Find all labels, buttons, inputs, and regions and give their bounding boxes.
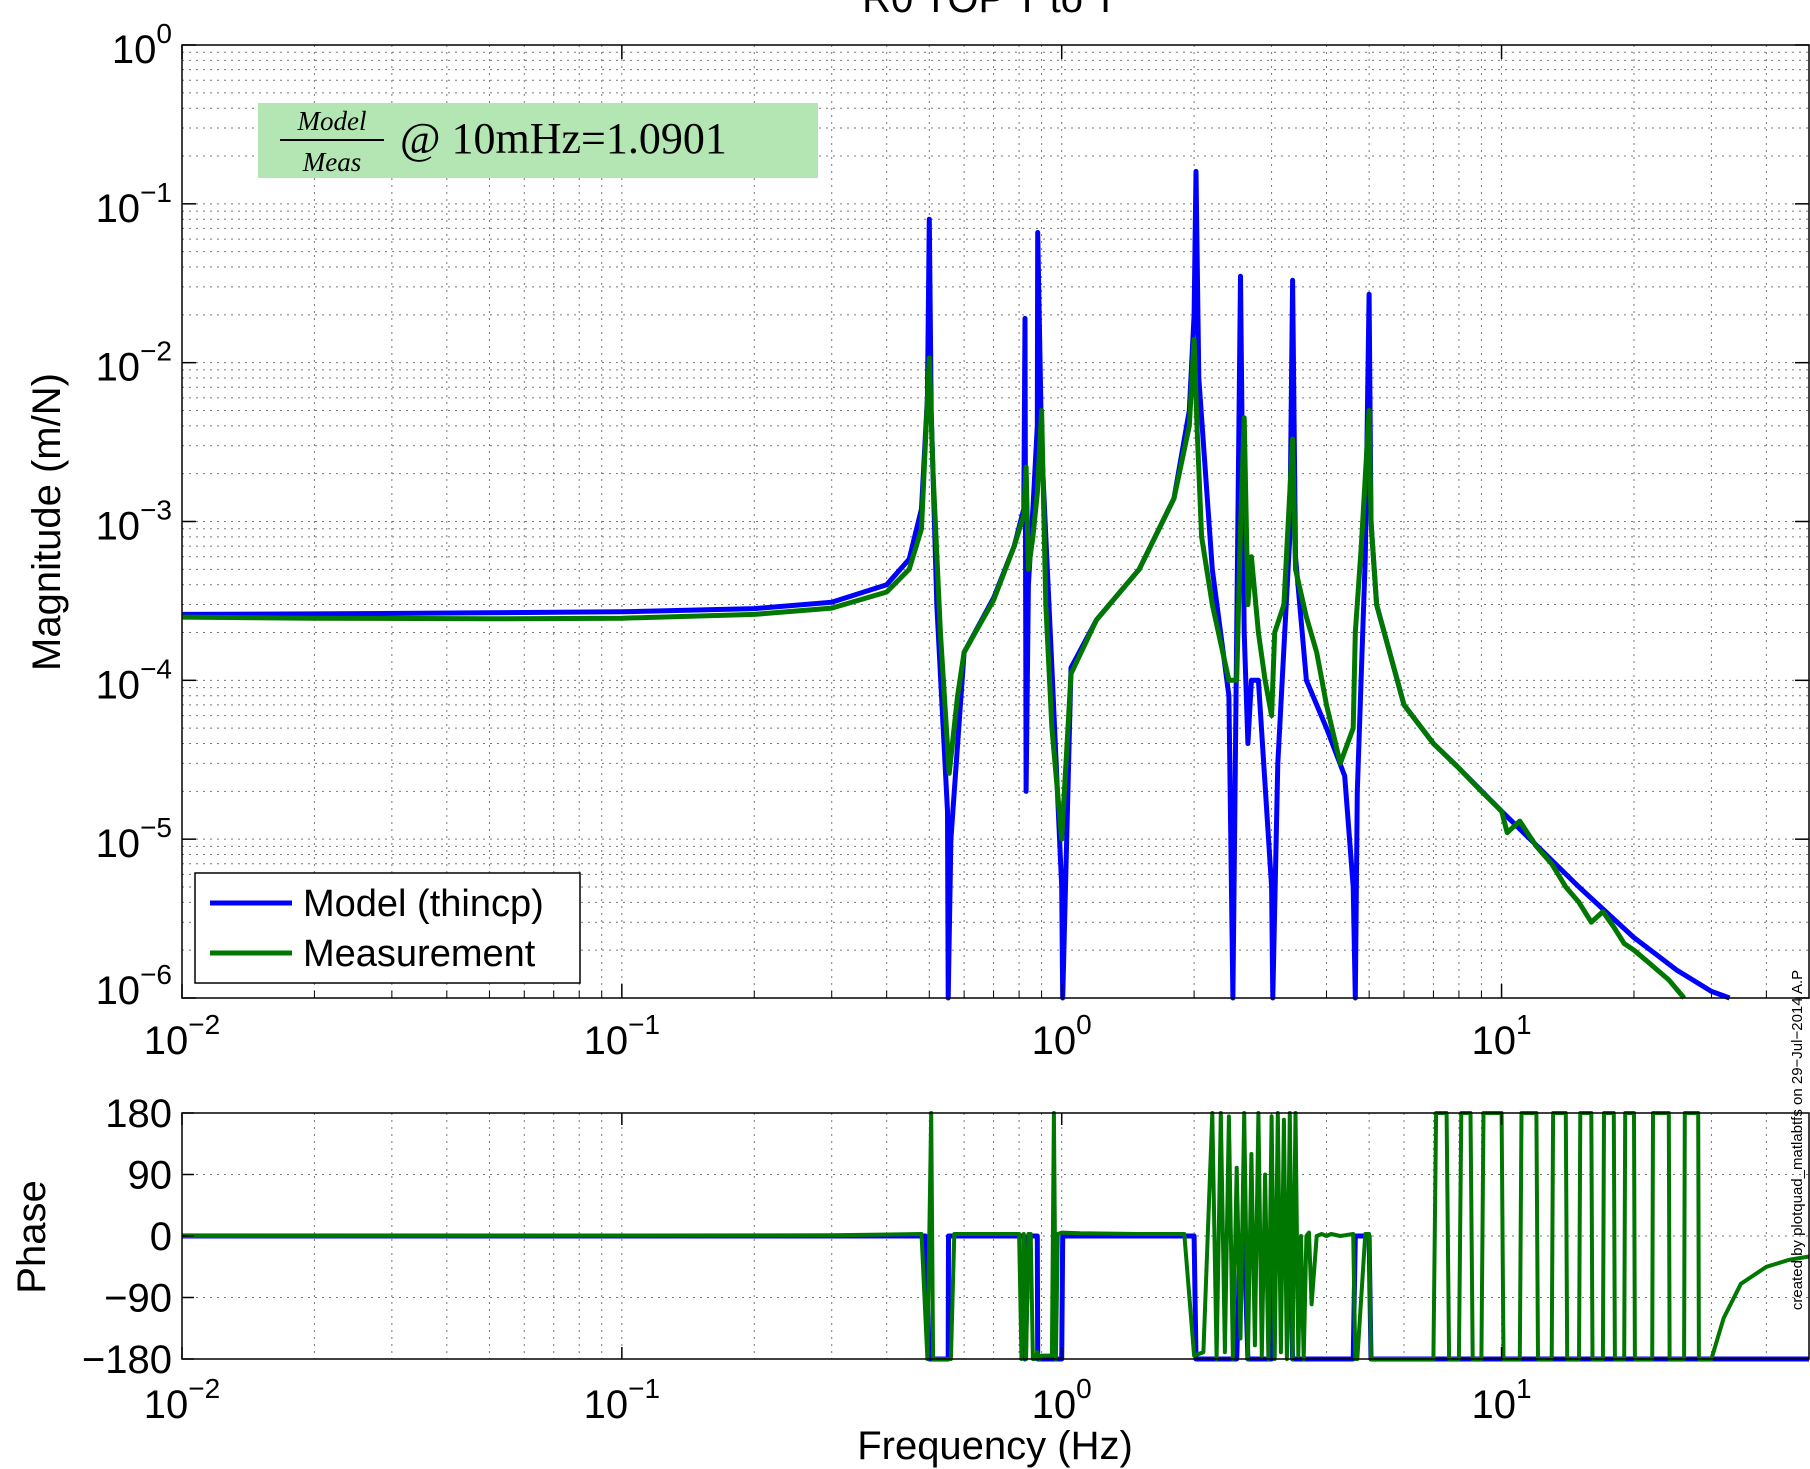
magnitude-y-tick-labels: 100 10−1 10−2 10−3 10−4 10−5 10−6 [96,18,172,1013]
y-tick-label: 10−4 [96,653,172,707]
magnitude-x-tick-labels: 10−2 10−1 100 101 [144,1009,1532,1063]
magnitude-ticks [181,44,1810,999]
credit-text: created by plotquad_matlabtfs on 29−Jul−… [1789,970,1806,1310]
magnitude-title: R0 TOP T to T [862,0,1118,21]
ratio-annotation: Model Meas @ 10mHz=1.0901 [258,103,818,178]
x-tick-label: 101 [1472,1009,1532,1063]
y-tick-label: 10−2 [96,336,172,390]
y-tick-label: 90 [128,1154,173,1198]
y-tick-label: 10−6 [96,959,172,1013]
magnitude-lines [181,168,1731,1001]
magnitude-panel: 10−2 10−1 100 101 10010−110−210−310−410−510… [25,18,1810,1063]
y-tick-label: −90 [104,1277,172,1321]
ratio-value-text: @ 10mHz=1.0901 [400,114,727,163]
x-tick-label: 100 [1032,1373,1092,1427]
y-tick-label: 10−5 [96,812,172,866]
magnitude-ylabel: Magnitude (m/N) [25,373,69,671]
phase-y-tick-labels: 180 90 0 −90 −180 [82,1092,172,1382]
x-tick-label: 10−1 [584,1009,660,1063]
x-tick-label: 101 [1472,1373,1532,1427]
x-tick-label: 10−2 [144,1373,220,1427]
y-tick-label: 180 [105,1092,172,1136]
x-tick-label: 10−1 [584,1373,660,1427]
y-tick-label: 10−1 [96,177,172,231]
ratio-numerator: Model [297,106,367,136]
phase-panel: 10−2 10−1 100 101 180 90 0 −90 −180 Phase Frequ… [10,1092,1810,1468]
legend-measurement-label: Measurement [303,933,536,975]
ratio-denominator: Meas [302,147,361,177]
y-tick-label: 100 [112,18,172,72]
x-tick-label: 10−2 [144,1009,220,1063]
y-tick-label: −180 [82,1338,172,1382]
y-tick-label: 10−3 [96,495,172,549]
legend: Model (thincp) Measurement [194,872,581,984]
legend-model-label: Model (thincp) [303,883,544,925]
frequency-xlabel: Frequency (Hz) [857,1424,1133,1468]
phase-x-tick-labels: 10−2 10−1 100 101 [144,1373,1532,1427]
x-tick-label: 100 [1032,1009,1092,1063]
magnitude-series-measurement [181,337,1687,1000]
y-tick-label: 0 [150,1215,172,1259]
phase-ylabel: Phase [10,1180,54,1293]
phase-ticks [181,1112,1503,1360]
legend-box [194,872,581,984]
